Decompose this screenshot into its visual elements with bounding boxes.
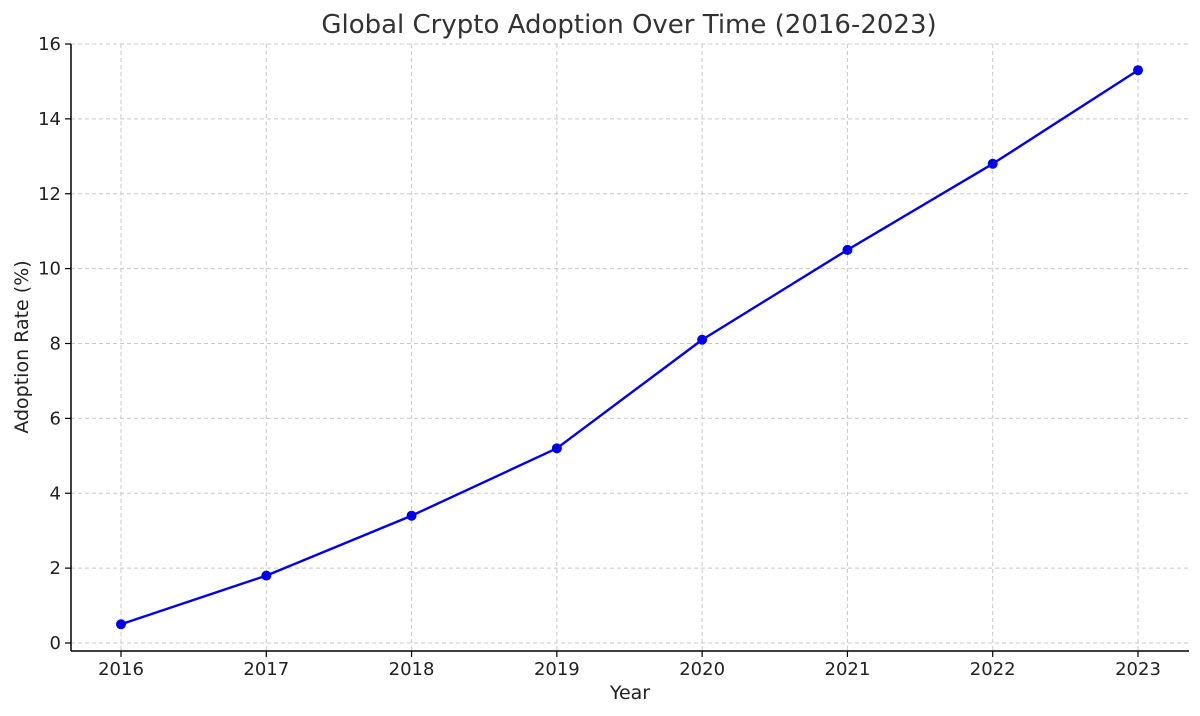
x-tick-label: 2021: [825, 659, 871, 680]
data-point: [987, 158, 998, 169]
x-tick-label: 2017: [243, 659, 289, 680]
series-line: [120, 69, 1139, 626]
x-tick-label: 2020: [679, 659, 725, 680]
y-axis-label: Adoption Rate (%): [11, 260, 33, 433]
x-tick-label: 2018: [389, 659, 435, 680]
grid: [71, 43, 1189, 651]
series: [116, 65, 1143, 630]
y-tick-label: 8: [50, 334, 61, 355]
y-tick-label: 10: [38, 259, 61, 280]
y-tick-label: 12: [38, 184, 61, 205]
y-tick-label: 4: [50, 483, 61, 504]
x-axis-label: Year: [609, 682, 650, 704]
y-tick-label: 14: [38, 109, 61, 130]
data-point: [1133, 65, 1143, 76]
x-tick-label: 2016: [98, 659, 144, 680]
data-point: [697, 334, 708, 345]
y-tick-label: 0: [50, 633, 61, 654]
y-tick-label: 6: [50, 408, 61, 429]
data-point: [842, 244, 853, 255]
ticks: 2016 2017 2018 2019 2020 2021 2022 2023 0 2 4 6 8 10 1…: [38, 34, 1161, 680]
y-tick-label: 2: [50, 558, 61, 579]
data-point: [406, 510, 417, 521]
axes: [70, 44, 1189, 652]
x-tick-label: 2022: [970, 659, 1016, 680]
data-point: [551, 443, 562, 454]
data-point: [261, 570, 272, 581]
data-point: [116, 619, 126, 630]
y-tick-label: 16: [38, 34, 61, 55]
x-tick-label: 2023: [1115, 659, 1161, 680]
x-tick-label: 2019: [534, 659, 580, 680]
chart-title: Global Crypto Adoption Over Time (2016-2…: [321, 10, 936, 40]
